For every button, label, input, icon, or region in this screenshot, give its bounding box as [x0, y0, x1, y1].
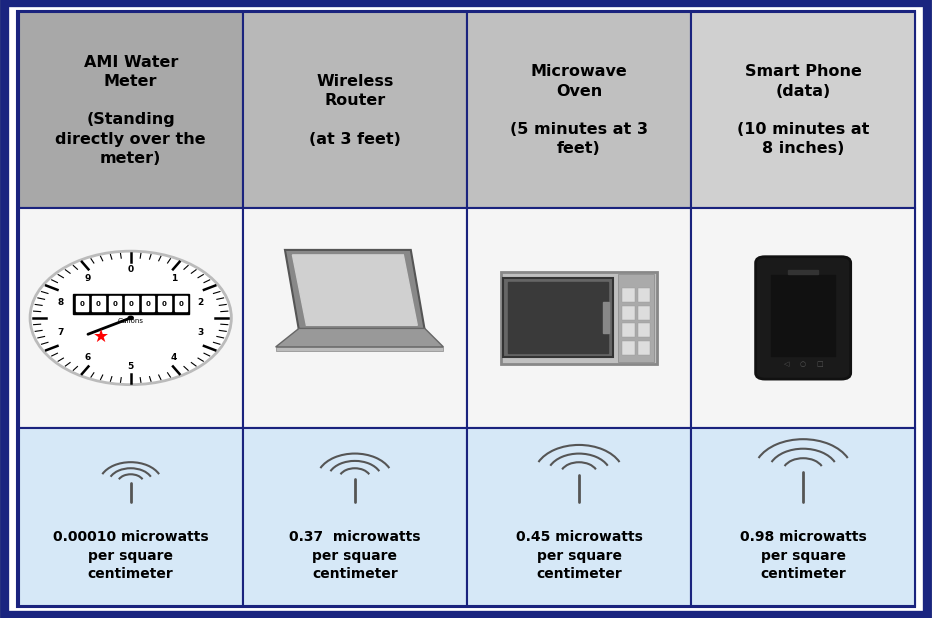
Text: 0: 0 — [79, 301, 84, 307]
Bar — [19, 208, 242, 428]
Text: 9: 9 — [84, 274, 90, 283]
Circle shape — [30, 251, 231, 384]
Text: Microwave
Oven

(5 minutes at 3
feet): Microwave Oven (5 minutes at 3 feet) — [510, 64, 648, 156]
Text: 0: 0 — [129, 301, 134, 307]
Bar — [175, 297, 187, 311]
Bar — [508, 282, 608, 353]
Text: Gallons: Gallons — [117, 318, 144, 324]
Text: AMI Water
Meter

(Standing
directly over the
meter): AMI Water Meter (Standing directly over … — [55, 55, 206, 166]
Text: 0: 0 — [96, 301, 101, 307]
Bar — [692, 428, 915, 606]
Text: Smart Phone
(data)

(10 minutes at
8 inches): Smart Phone (data) (10 minutes at 8 inch… — [737, 64, 870, 156]
Bar — [772, 275, 835, 355]
Circle shape — [129, 316, 133, 320]
Text: 0: 0 — [113, 301, 117, 307]
Bar — [603, 302, 609, 333]
Polygon shape — [285, 250, 425, 330]
FancyBboxPatch shape — [756, 256, 851, 379]
Bar — [692, 208, 915, 428]
Bar — [242, 428, 467, 606]
Bar — [637, 323, 650, 337]
Text: 2: 2 — [198, 298, 204, 307]
Text: 0: 0 — [145, 301, 150, 307]
Bar — [158, 297, 171, 311]
Bar — [92, 297, 104, 311]
Bar — [503, 278, 612, 357]
Bar — [637, 288, 650, 302]
Bar — [623, 306, 635, 320]
Bar — [618, 274, 653, 362]
Text: ○: ○ — [800, 362, 806, 367]
Polygon shape — [276, 328, 444, 347]
Bar — [19, 12, 242, 208]
Bar — [19, 428, 242, 606]
Text: 0.98 microwatts
per square
centimeter: 0.98 microwatts per square centimeter — [740, 530, 867, 581]
Bar — [637, 306, 650, 320]
Text: 0.45 microwatts
per square
centimeter: 0.45 microwatts per square centimeter — [515, 530, 642, 581]
Text: 0: 0 — [179, 301, 184, 307]
Polygon shape — [276, 347, 444, 350]
Bar — [125, 297, 138, 311]
Text: ★: ★ — [92, 328, 109, 345]
Bar — [467, 208, 692, 428]
Text: □: □ — [816, 362, 823, 367]
Text: 0: 0 — [128, 265, 134, 274]
Bar — [242, 208, 467, 428]
Bar — [623, 288, 635, 302]
Text: 7: 7 — [58, 328, 64, 337]
Text: 4: 4 — [171, 353, 177, 362]
Text: 6: 6 — [85, 353, 90, 362]
Bar — [692, 12, 915, 208]
Text: 3: 3 — [198, 328, 204, 337]
Bar — [623, 341, 635, 355]
Text: ◁: ◁ — [784, 362, 789, 367]
Bar — [788, 270, 818, 274]
Text: 0.00010 microwatts
per square
centimeter: 0.00010 microwatts per square centimeter — [53, 530, 209, 581]
Bar — [467, 428, 692, 606]
Text: Wireless
Router

(at 3 feet): Wireless Router (at 3 feet) — [308, 74, 401, 146]
Bar — [467, 12, 692, 208]
Bar — [75, 297, 88, 311]
Bar — [73, 294, 188, 314]
Text: 1: 1 — [171, 274, 177, 283]
Bar — [109, 297, 121, 311]
Bar — [500, 271, 657, 364]
Text: 0: 0 — [162, 301, 167, 307]
Text: 8: 8 — [58, 298, 64, 307]
Text: 0.37  microwatts
per square
centimeter: 0.37 microwatts per square centimeter — [289, 530, 420, 581]
Polygon shape — [293, 255, 418, 325]
Bar — [637, 341, 650, 355]
Bar — [242, 12, 467, 208]
Text: 5: 5 — [128, 362, 134, 371]
Bar — [142, 297, 154, 311]
Bar — [623, 323, 635, 337]
